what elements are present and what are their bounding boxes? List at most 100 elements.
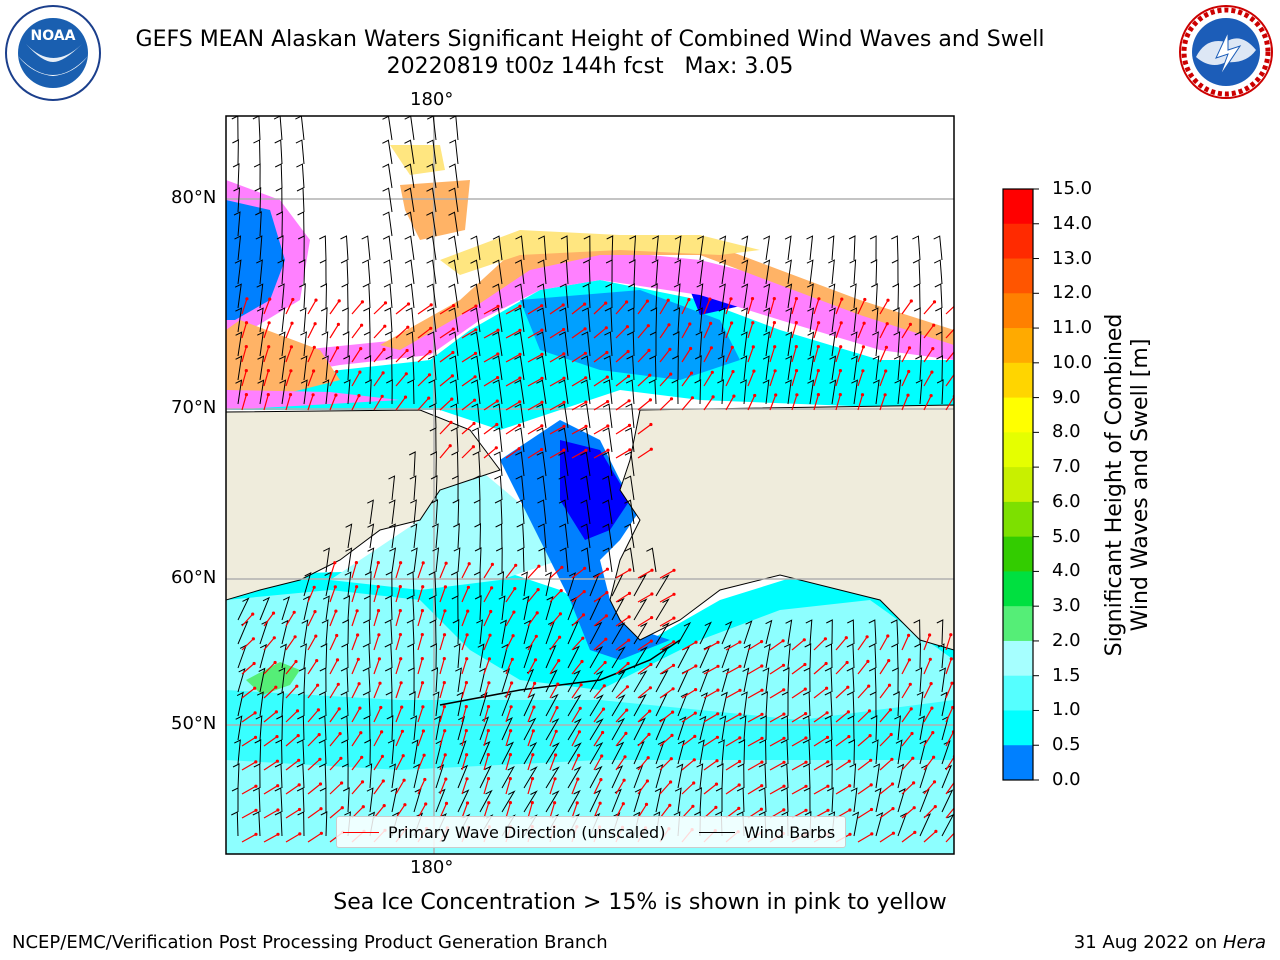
wind-barb — [341, 283, 349, 309]
wind-barb — [718, 307, 726, 333]
wave-arrow — [505, 635, 514, 651]
wave-arrow — [791, 346, 797, 363]
wind-barb — [582, 259, 591, 285]
wind-barb — [741, 283, 749, 309]
wave-arrow-head — [928, 633, 932, 637]
wind-barb — [448, 307, 459, 333]
wave-arrow-head — [428, 350, 432, 354]
wave-arrow — [395, 562, 402, 579]
wave-arrow — [351, 659, 359, 675]
wind-barb — [275, 187, 283, 213]
wind-barb — [476, 619, 483, 645]
wave-arrow-head — [289, 345, 293, 349]
wave-arrow — [241, 322, 248, 339]
wave-arrow — [901, 394, 909, 411]
colorbar-segment — [1003, 745, 1033, 781]
wave-arrow-head — [553, 777, 557, 781]
wave-arrow — [615, 351, 629, 363]
wind-barb — [428, 379, 437, 405]
wave-arrow — [285, 370, 292, 387]
wind-barb — [781, 691, 789, 716]
wave-arrow-head — [540, 424, 544, 428]
wind-barb — [873, 763, 881, 789]
wind-barb — [342, 787, 350, 813]
wind-barb — [340, 235, 349, 261]
wave-arrow — [615, 733, 627, 747]
wave-arrow — [549, 707, 558, 723]
wave-arrow — [461, 563, 470, 579]
wave-arrow — [857, 833, 873, 843]
wind-barb — [762, 355, 770, 381]
wave-arrow — [593, 685, 605, 699]
wave-arrow-head — [359, 347, 363, 351]
colorbar-tick-label: 0.5 — [1052, 734, 1081, 756]
wave-arrow-head — [669, 780, 673, 784]
wind-barb — [558, 379, 569, 405]
wind-barb — [897, 812, 908, 837]
wind-barb — [567, 742, 582, 765]
wave-arrow — [373, 325, 386, 339]
wave-arrow — [329, 610, 337, 627]
wind-barb — [492, 307, 503, 333]
wave-arrow-head — [865, 635, 869, 639]
wave-arrow — [417, 327, 432, 339]
wind-barb — [297, 715, 305, 741]
wave-arrow — [505, 659, 513, 675]
wave-arrow — [395, 326, 409, 339]
wave-arrow — [571, 303, 585, 315]
wave-arrow — [549, 613, 561, 627]
sea-ice-footnote: Sea Ice Concentration > 15% is shown in … — [333, 890, 947, 915]
wave-arrow — [461, 399, 475, 411]
wind-barb — [626, 355, 635, 381]
wave-arrow-head — [383, 301, 388, 305]
wave-arrow — [571, 425, 587, 435]
wave-arrow — [637, 448, 652, 459]
wind-barb — [340, 667, 349, 693]
wind-barb — [453, 643, 461, 669]
wind-barb — [451, 451, 459, 477]
wave-arrow — [439, 730, 446, 747]
wave-arrow — [857, 299, 866, 315]
wind-barb — [589, 670, 604, 693]
wind-barb — [407, 379, 415, 405]
wave-arrow-head — [891, 807, 895, 811]
wave-arrow — [945, 351, 954, 363]
wave-arrow-head — [826, 784, 830, 788]
wave-arrow-head — [804, 784, 808, 788]
wave-arrow-head — [452, 304, 456, 308]
wind-barb — [739, 715, 747, 741]
wave-arrow-head — [581, 613, 586, 617]
wind-barb — [234, 283, 242, 309]
wind-barb — [536, 403, 547, 429]
wind-barb — [501, 643, 509, 669]
wave-arrow — [659, 593, 675, 603]
wind-barb — [470, 259, 481, 285]
wind-barb — [257, 355, 265, 381]
wind-barb — [868, 643, 877, 669]
wind-barb — [567, 669, 581, 693]
wave-arrow — [923, 683, 932, 699]
wind-barb — [252, 116, 261, 141]
wind-barb — [603, 379, 613, 405]
wave-arrow-head — [487, 657, 491, 661]
wave-arrow — [439, 706, 445, 723]
wave-arrow-head — [540, 376, 544, 380]
wave-arrow-head — [443, 585, 447, 589]
wind-barb — [497, 571, 505, 597]
wind-barb — [736, 787, 745, 813]
wind-barb — [493, 451, 503, 477]
wave-arrow — [923, 732, 934, 747]
wave-arrow — [813, 394, 819, 411]
wind-barb — [281, 596, 291, 621]
wave-arrow-head — [245, 297, 249, 301]
wave-arrow-head — [490, 586, 494, 590]
wave-arrow-head — [420, 609, 424, 613]
wave-arrow — [549, 377, 565, 387]
wind-barb — [847, 619, 855, 645]
wave-arrow-head — [517, 423, 522, 427]
wave-arrow-head — [400, 729, 404, 733]
wave-arrow-head — [826, 760, 830, 764]
wave-arrow-head — [253, 711, 257, 715]
wind-barb — [235, 331, 243, 357]
wave-arrow — [527, 589, 539, 603]
